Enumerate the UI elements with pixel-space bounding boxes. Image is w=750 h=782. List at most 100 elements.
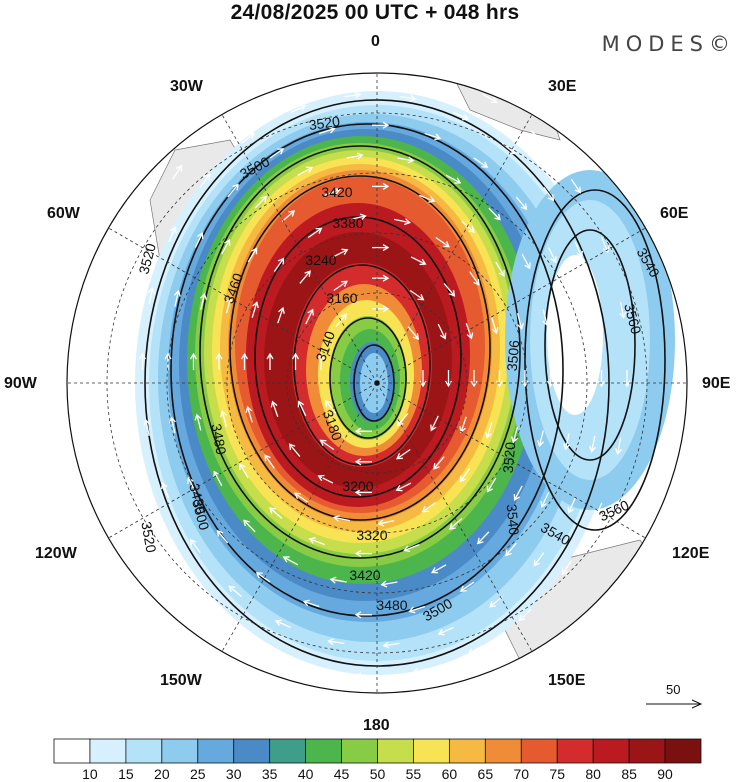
contour-label-13: 3520 <box>135 241 159 275</box>
wind-arrow-130 <box>251 301 259 318</box>
wind-arrow-145 <box>270 400 279 418</box>
wind-arrow-101 <box>511 426 519 444</box>
colorbar-tick-30: 30 <box>225 766 242 782</box>
wind-arrow-4 <box>518 608 532 622</box>
wind-arrow-41 <box>138 352 147 370</box>
wind-arrow-57 <box>505 542 517 557</box>
wind-arrow-160 <box>291 352 300 370</box>
wind-arrow-115 <box>372 182 390 190</box>
contour-label-18: 3520 <box>500 441 519 474</box>
contour-6 <box>329 317 407 439</box>
contour-label-20: 3480 <box>208 422 229 456</box>
wind-arrow-43 <box>168 226 177 243</box>
wind-arrow-9 <box>246 636 262 647</box>
meridian-2 <box>376 227 646 384</box>
wind-arrow-144 <box>288 443 301 457</box>
wind-arrow-136 <box>469 271 480 286</box>
wind-arrow-173 <box>407 326 420 340</box>
wind-arrow-77 <box>568 306 575 324</box>
lon-label-30e: 30E <box>548 78 577 95</box>
wind-arrow-51 <box>543 186 555 202</box>
wind-arrow-10 <box>200 597 214 610</box>
wind-arrow-52 <box>574 241 584 258</box>
wind-arrow-143 <box>317 474 334 484</box>
wind-arrow-88 <box>194 413 202 431</box>
colorbar-tick-55: 55 <box>405 766 422 782</box>
wind-arrow-81 <box>476 531 490 545</box>
lon-label-30w: 30W <box>170 78 203 95</box>
wind-arrow-168 <box>354 427 372 435</box>
colorbar-tick-25: 25 <box>189 766 206 782</box>
lon-label-150e: 150E <box>548 672 586 689</box>
contour-label-23: 3520 <box>138 520 159 554</box>
wind-arrow-170 <box>317 352 325 370</box>
wind-arrow-63 <box>216 529 229 544</box>
colorbar-tick-15: 15 <box>118 766 134 782</box>
wind-arrow-105 <box>354 550 372 558</box>
wind-arrow-17 <box>172 164 183 180</box>
wind-arrow-119 <box>516 313 524 330</box>
wind-arrow-24 <box>530 130 544 143</box>
wind-arrow-79 <box>537 430 545 448</box>
wind-arrow-86 <box>243 519 256 533</box>
wind-arrow-92 <box>254 195 268 209</box>
wind-arrow-123 <box>421 501 437 513</box>
wind-arrow-161 <box>305 308 314 325</box>
wind-arrow-6 <box>412 667 429 675</box>
contour-5 <box>293 264 431 466</box>
wind-arrow-129 <box>240 352 249 370</box>
colorbar-swatch-16 <box>628 738 666 764</box>
wind-arrow-84 <box>329 576 347 584</box>
wind-arrow-128 <box>245 405 253 423</box>
wind-arrow-106 <box>308 537 325 546</box>
contour-label-25: 3540 <box>504 503 523 536</box>
wind-arrow-31 <box>533 552 545 567</box>
wind-arrow-39 <box>160 482 170 499</box>
wind-arrow-149 <box>332 248 349 258</box>
wind-arrow-16 <box>141 221 150 238</box>
wind-arrow-116 <box>419 194 436 203</box>
wind-arrow-60 <box>354 611 372 619</box>
wind-arrow-75 <box>515 196 528 211</box>
wind-arrow-71 <box>319 126 336 135</box>
wind-arrow-158 <box>319 439 335 451</box>
wind-arrow-3 <box>561 560 572 576</box>
contour-labels: 3520350034203380324031603140318032003320… <box>135 113 663 624</box>
vector-scale-label: 50 <box>666 682 681 697</box>
wind-arrow-111 <box>225 296 233 314</box>
colorbar-tick-85: 85 <box>621 766 637 782</box>
colorbar <box>53 738 702 764</box>
lon-label-0: 0 <box>371 33 380 50</box>
wind-arrow-167 <box>397 412 409 427</box>
colorbar-tick-90: 90 <box>657 766 673 782</box>
vector-scale-arrowhead <box>691 699 703 709</box>
wind-arrow-20 <box>315 66 330 72</box>
wind-arrow-110 <box>215 352 223 370</box>
wind-arrow-91 <box>221 238 231 255</box>
modes-logo: MODES© <box>601 32 736 56</box>
wind-arrow-169 <box>324 400 337 414</box>
colorbar-swatch-8 <box>341 738 378 764</box>
colorbar-tick-35: 35 <box>261 766 278 782</box>
wind-arrow-132 <box>307 227 323 239</box>
colorbar-swatch-13 <box>520 738 558 764</box>
meridian-1 <box>376 114 533 384</box>
lon-label-60e: 60E <box>660 205 689 222</box>
contour-label-8: 3200 <box>342 478 373 494</box>
wind-arrow-107 <box>269 507 283 520</box>
graticule <box>67 73 687 693</box>
wind-arrow-172 <box>372 305 390 313</box>
contour-label-5: 3160 <box>326 290 357 306</box>
contour-2 <box>199 145 521 559</box>
wind-arrow-99 <box>542 309 550 327</box>
contour-label-4: 3240 <box>305 252 336 268</box>
meridian-7 <box>221 382 378 652</box>
wind-arrow-34 <box>382 641 400 649</box>
wind-vectors <box>113 66 631 680</box>
wind-arrow-134 <box>394 218 412 226</box>
wind-arrow-152 <box>443 283 456 297</box>
wind-arrow-48 <box>399 94 417 102</box>
wind-arrow-72 <box>372 121 390 129</box>
wind-arrow-30 <box>567 497 576 514</box>
colorbar-tick-80: 80 <box>585 766 601 782</box>
